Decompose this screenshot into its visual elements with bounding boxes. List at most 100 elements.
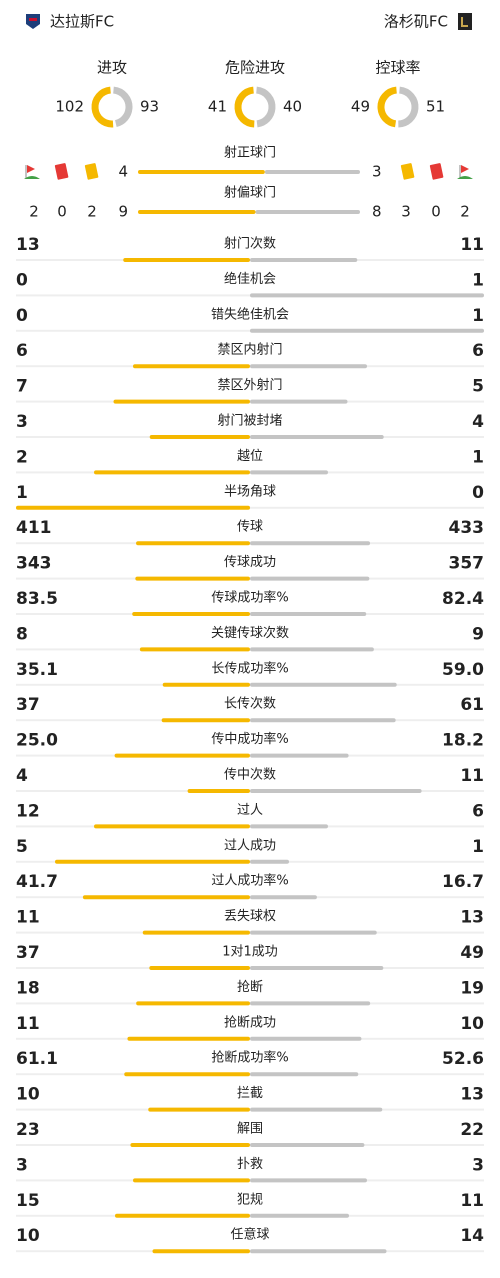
count-yellow: 3 xyxy=(401,203,411,221)
home-bar xyxy=(130,1143,250,1147)
home-bar xyxy=(138,210,256,214)
away-value: 1 xyxy=(472,447,484,467)
away-bar xyxy=(250,895,317,900)
home-arc xyxy=(91,86,133,128)
away-value: 9 xyxy=(472,624,484,644)
stat-label: 解围 xyxy=(237,1122,263,1137)
stat-label: 扑救 xyxy=(237,1156,263,1172)
home-bar xyxy=(161,718,250,723)
away-bar xyxy=(250,1001,371,1006)
stat-label: 过人成功 xyxy=(224,838,276,853)
away-value: 49 xyxy=(460,943,484,963)
home-bar xyxy=(133,1178,250,1183)
away-value: 52.6 xyxy=(442,1049,484,1069)
away-bar xyxy=(255,210,360,214)
stat-label: 禁区内射门 xyxy=(217,342,282,358)
stat-label: 传球成功 xyxy=(224,555,276,570)
stat-label: 1对1成功 xyxy=(222,945,278,960)
away-value: 433 xyxy=(449,518,485,538)
home-value: 11 xyxy=(16,908,40,928)
home-value: 61.1 xyxy=(16,1049,58,1069)
away-bar xyxy=(250,1036,362,1041)
away-bar xyxy=(250,364,367,369)
ring-label: 进攻 xyxy=(97,59,127,77)
stat-label: 禁区外射门 xyxy=(217,377,282,393)
ring-label: 控球率 xyxy=(375,59,420,77)
stat-label: 过人 xyxy=(237,803,263,818)
home-bar xyxy=(124,1072,250,1077)
away-bar xyxy=(250,930,377,935)
home-value: 25.0 xyxy=(16,731,58,751)
away-value: 5 xyxy=(472,377,484,397)
home-bar xyxy=(16,505,250,510)
away-value: 11 xyxy=(460,235,484,255)
away-bar xyxy=(250,328,484,333)
shots-label: 射正球门 xyxy=(224,145,276,161)
stat-label: 长传次数 xyxy=(224,696,276,712)
away-value: 6 xyxy=(472,801,484,821)
away-bar xyxy=(250,789,422,793)
stat-label: 任意球 xyxy=(230,1227,269,1243)
stat-label: 传中成功率% xyxy=(211,731,288,747)
home-team: 达拉斯FC xyxy=(50,13,114,31)
away-bar xyxy=(250,824,328,829)
away-logo xyxy=(458,13,472,30)
away-value: 8 xyxy=(372,203,382,221)
away-value: 6 xyxy=(472,341,484,361)
home-value: 10 xyxy=(16,1085,40,1105)
home-bar xyxy=(152,1249,250,1254)
home-value: 0 xyxy=(16,270,28,290)
stat-label: 射门被封堵 xyxy=(217,413,282,429)
home-bar xyxy=(94,470,250,475)
home-bar xyxy=(82,895,250,900)
stat-label: 射门次数 xyxy=(224,236,276,252)
stat-label: 传球 xyxy=(237,520,263,535)
home-bar xyxy=(187,789,250,793)
stat-label: 丢失球权 xyxy=(224,908,276,924)
home-value: 0 xyxy=(16,306,28,326)
home-value: 23 xyxy=(16,1120,40,1140)
away-value: 93 xyxy=(140,98,159,116)
home-value: 12 xyxy=(16,801,40,821)
away-value: 13 xyxy=(460,908,484,928)
home-value: 343 xyxy=(16,554,52,574)
away-bar xyxy=(250,258,358,262)
home-value: 5 xyxy=(16,837,28,857)
home-logo xyxy=(26,14,40,29)
away-bar xyxy=(250,1178,367,1183)
stat-label: 关键传球次数 xyxy=(211,625,289,641)
away-value: 1 xyxy=(472,270,484,290)
count-red: 0 xyxy=(431,203,441,221)
away-value: 61 xyxy=(460,695,484,715)
away-value: 1 xyxy=(472,837,484,857)
home-bar xyxy=(127,1036,250,1041)
away-bar xyxy=(250,718,396,723)
away-value: 40 xyxy=(283,98,302,116)
stat-label: 抢断成功 xyxy=(224,1014,276,1030)
home-value: 41 xyxy=(208,98,227,116)
stat-label: 犯规 xyxy=(237,1192,263,1207)
home-value: 4 xyxy=(118,163,128,181)
home-bar xyxy=(142,930,250,935)
count-red: 0 xyxy=(57,203,67,221)
stat-label: 越位 xyxy=(237,449,263,464)
away-bar xyxy=(250,470,328,475)
stat-label: 抢断 xyxy=(237,979,263,995)
away-bar xyxy=(250,753,349,758)
home-value: 13 xyxy=(16,235,40,255)
away-team: 洛杉矶FC xyxy=(384,13,448,31)
away-bar xyxy=(250,541,371,546)
away-value: 11 xyxy=(460,766,484,786)
home-bar xyxy=(94,824,250,829)
stat-label: 拦截 xyxy=(237,1086,263,1101)
away-bar xyxy=(250,682,397,687)
stat-label: 错失绝佳机会 xyxy=(211,306,289,322)
home-bar xyxy=(136,541,250,546)
home-bar xyxy=(135,576,250,581)
away-bar xyxy=(250,399,348,404)
away-icons xyxy=(400,163,473,180)
away-arc xyxy=(91,86,133,128)
away-value: 51 xyxy=(426,98,445,116)
home-value: 15 xyxy=(16,1191,40,1211)
